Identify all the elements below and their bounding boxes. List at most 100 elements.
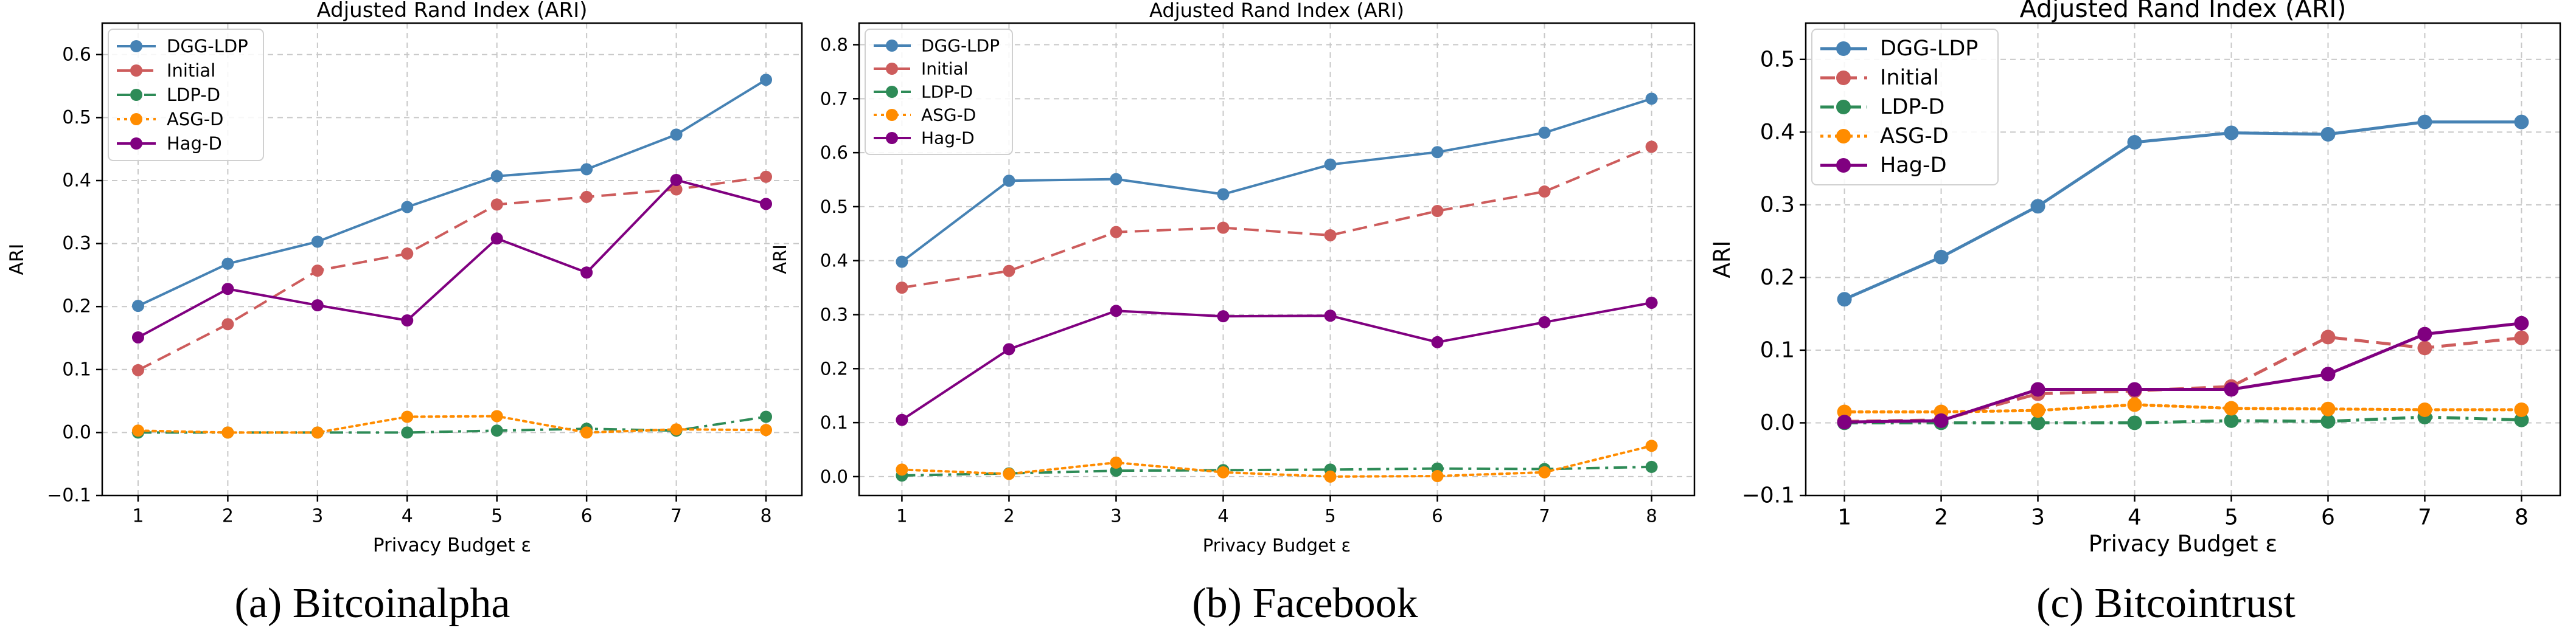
data-point [1003,468,1015,480]
data-point [1217,310,1230,323]
series-asg-d [896,440,1658,483]
y-tick-label: 0.3 [820,305,848,325]
legend-label: Hag-D [1880,153,1947,178]
data-point [1645,440,1658,452]
series-dgg-ldp [1837,114,2529,307]
data-point [221,257,234,270]
y-tick-label: 0.1 [1760,337,1795,362]
data-point [131,424,144,437]
legend-swatch-marker [886,132,898,144]
data-point [1645,460,1658,473]
legend-box [1811,29,1999,185]
legend-swatch-marker [1836,129,1851,143]
y-axis-label: ARI [1709,241,1735,278]
data-point [1645,296,1658,309]
data-point [896,282,908,294]
y-tick-label: 0.0 [820,466,848,487]
data-point [131,300,144,313]
data-point [2320,414,2336,429]
x-tick-label: 8 [1646,506,1657,527]
legend-swatch-marker [886,40,898,52]
legend-swatch-marker [1836,71,1851,85]
data-point [490,198,503,211]
series-hag-d [131,173,773,344]
data-point [2127,135,2142,150]
chart-title: Adjusted Rand Index (ARI) [316,0,587,22]
data-point [1837,292,1852,307]
data-point [490,170,503,182]
legend-label: LDP-D [921,82,973,102]
legend-swatch-marker [886,63,898,75]
data-point [2514,316,2529,331]
data-point [401,247,414,260]
data-point [311,299,324,312]
data-point [1003,343,1015,356]
data-point [2417,340,2432,356]
data-point [1538,466,1551,478]
data-point [131,364,144,376]
data-point [896,413,908,426]
data-point [2514,330,2529,345]
legend: DGG-LDP Initial LDP-D ASG-D Hag-D [1811,29,1999,185]
data-point [1934,413,1949,428]
legend-label: Hag-D [167,133,222,154]
data-point [221,283,234,295]
data-point [1110,305,1123,317]
x-tick-label: 6 [581,506,593,527]
legend-box [865,29,1013,155]
chart-title: Adjusted Rand Index (ARI) [1149,0,1404,22]
series-dgg-ldp [131,74,773,313]
data-point [670,183,683,196]
legend-label: ASG-D [1880,124,1949,148]
x-tick-label: 1 [896,506,907,527]
x-tick-label: 8 [760,506,771,527]
data-point [2417,326,2432,342]
x-tick-label: 1 [132,506,144,527]
series-line [901,97,1652,263]
data-point [760,410,773,423]
legend-label: LDP-D [167,85,220,105]
x-tick-label: 1 [1837,505,1851,530]
series-line [138,175,767,371]
figure-caption: (b) Facebook [1192,580,1418,627]
data-point [2224,413,2239,428]
series-dgg-ldp [896,92,1658,268]
data-point [1110,226,1123,238]
y-tick-label: −0.1 [47,485,91,506]
figure-caption: (c) Bitcointrust [2036,580,2296,627]
chart-title: Adjusted Rand Index (ARI) [2020,0,2347,23]
data-point [131,331,144,344]
legend-swatch-marker [130,137,142,150]
x-tick-label: 4 [402,506,413,527]
legend-swatch-marker [130,64,142,77]
legend-label: Hag-D [921,128,975,148]
data-point [2030,415,2045,430]
data-point [760,424,773,437]
data-point [1645,140,1658,153]
legend-swatch-marker [1836,41,1851,56]
data-point [1837,415,1852,430]
data-point [2514,114,2529,130]
series-hag-d [1837,316,2529,430]
series-line [1843,120,2522,301]
series-asg-d [131,410,773,439]
data-point [2224,382,2239,397]
legend-label: DGG-LDP [1880,36,1978,61]
series-line [138,179,767,339]
x-tick-label: 2 [1003,506,1014,527]
series-line [902,145,1652,289]
data-point [760,198,773,210]
legend-swatch-marker [130,40,142,52]
data-point [760,74,773,86]
data-point [1110,173,1123,185]
data-point [401,201,414,213]
data-point [1324,229,1337,241]
x-tick-label: 8 [2515,505,2529,530]
data-point [1324,470,1337,483]
data-point [1538,126,1551,139]
data-point [1003,174,1015,187]
data-point [670,173,683,186]
data-point [2127,415,2142,430]
series-line [1844,322,2522,424]
y-tick-label: 0.8 [820,35,848,55]
